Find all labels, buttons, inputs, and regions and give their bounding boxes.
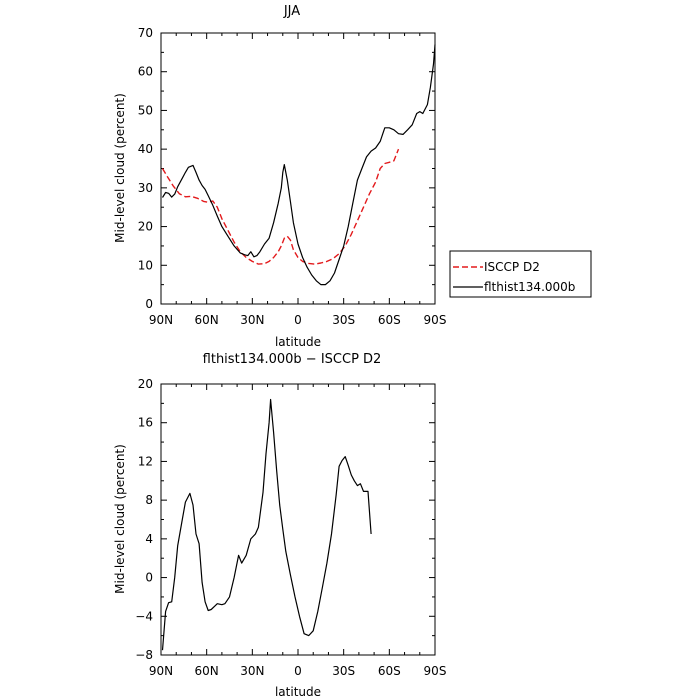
panel-bottom: flthist134.000b − ISCCP D2 90N 60N 30N 0 30S… — [113, 352, 446, 699]
top-x-tick-label: 0 — [294, 313, 302, 327]
bottom-y-tick-label: 4 — [145, 532, 153, 546]
top-plot-frame — [160, 32, 436, 305]
top-y-tick-label: 30 — [138, 181, 153, 195]
top-y-tick-label: 40 — [138, 142, 153, 156]
top-axis-ticks — [160, 32, 436, 305]
top-x-tick-label: 90S — [424, 313, 447, 327]
bottom-y-tick-label: 20 — [138, 377, 153, 391]
top-panel-title: JJA — [283, 4, 300, 19]
bottom-x-tick-label: 60S — [378, 664, 401, 678]
legend-box — [449, 250, 592, 298]
top-x-tick-label: 30S — [332, 313, 355, 327]
top-y-tick-label: 20 — [138, 220, 153, 234]
top-y-tick-label: 10 — [138, 258, 153, 272]
bottom-panel-title: flthist134.000b − ISCCP D2 — [203, 352, 382, 367]
bottom-x-tick-label: 30N — [240, 664, 264, 678]
bottom-y-tick-label: 16 — [138, 416, 153, 430]
top-y-axis-label: Mid-level cloud (percent) — [113, 93, 127, 243]
top-y-tick-label: 50 — [138, 103, 153, 117]
top-series-flthist134-000b-line — [161, 44, 436, 286]
bottom-x-axis-label: latitude — [275, 685, 321, 699]
legend-label-model: flthist134.000b — [484, 280, 575, 294]
top-x-tick-label: 30N — [240, 313, 264, 327]
top-y-tick-labels: 0 10 20 30 40 50 60 70 — [138, 26, 153, 311]
bottom-y-tick-label: 12 — [138, 454, 153, 468]
bottom-y-tick-label: 8 — [145, 493, 153, 507]
bottom-x-tick-label: 30S — [332, 664, 355, 678]
bottom-series-lines — [161, 398, 372, 651]
top-series-isccp-d2-line — [161, 148, 400, 265]
bottom-plot-frame — [160, 383, 436, 656]
top-y-tick-label: 70 — [138, 26, 153, 40]
legend: ISCCP D2 flthist134.000b — [449, 250, 592, 298]
bottom-y-axis-label: Mid-level cloud (percent) — [113, 444, 127, 594]
bottom-x-tick-label: 90S — [424, 664, 447, 678]
legend-label-isccp: ISCCP D2 — [484, 260, 540, 274]
bottom-x-tick-labels: 90N 60N 30N 0 30S 60S 90S — [149, 664, 447, 678]
top-x-axis-label: latitude — [275, 335, 321, 349]
bottom-x-tick-label: 90N — [149, 664, 173, 678]
bottom-x-tick-label: 60N — [195, 664, 219, 678]
bottom-x-tick-label: 0 — [294, 664, 302, 678]
top-series-lines — [161, 44, 436, 286]
bottom-series-difference-line — [161, 398, 372, 651]
top-x-tick-label: 60S — [378, 313, 401, 327]
panel-top: JJA 90N 60N 30N 0 30S 60S 90S 010203040506070 … — [113, 4, 446, 349]
bottom-y-tick-label: −4 — [135, 609, 153, 623]
top-x-tick-label: 90N — [149, 313, 173, 327]
top-y-tick-label: 0 — [145, 297, 153, 311]
bottom-y-tick-label: 0 — [145, 571, 153, 585]
bottom-y-tick-label: −8 — [135, 648, 153, 662]
top-y-tick-label: 60 — [138, 65, 153, 79]
top-x-tick-label: 60N — [195, 313, 219, 327]
bottom-y-tick-labels: −8 −4 0 4 8 12 16 20 — [135, 377, 153, 662]
top-x-tick-labels: 90N 60N 30N 0 30S 60S 90S — [149, 313, 447, 327]
bottom-axis-ticks — [160, 383, 436, 656]
